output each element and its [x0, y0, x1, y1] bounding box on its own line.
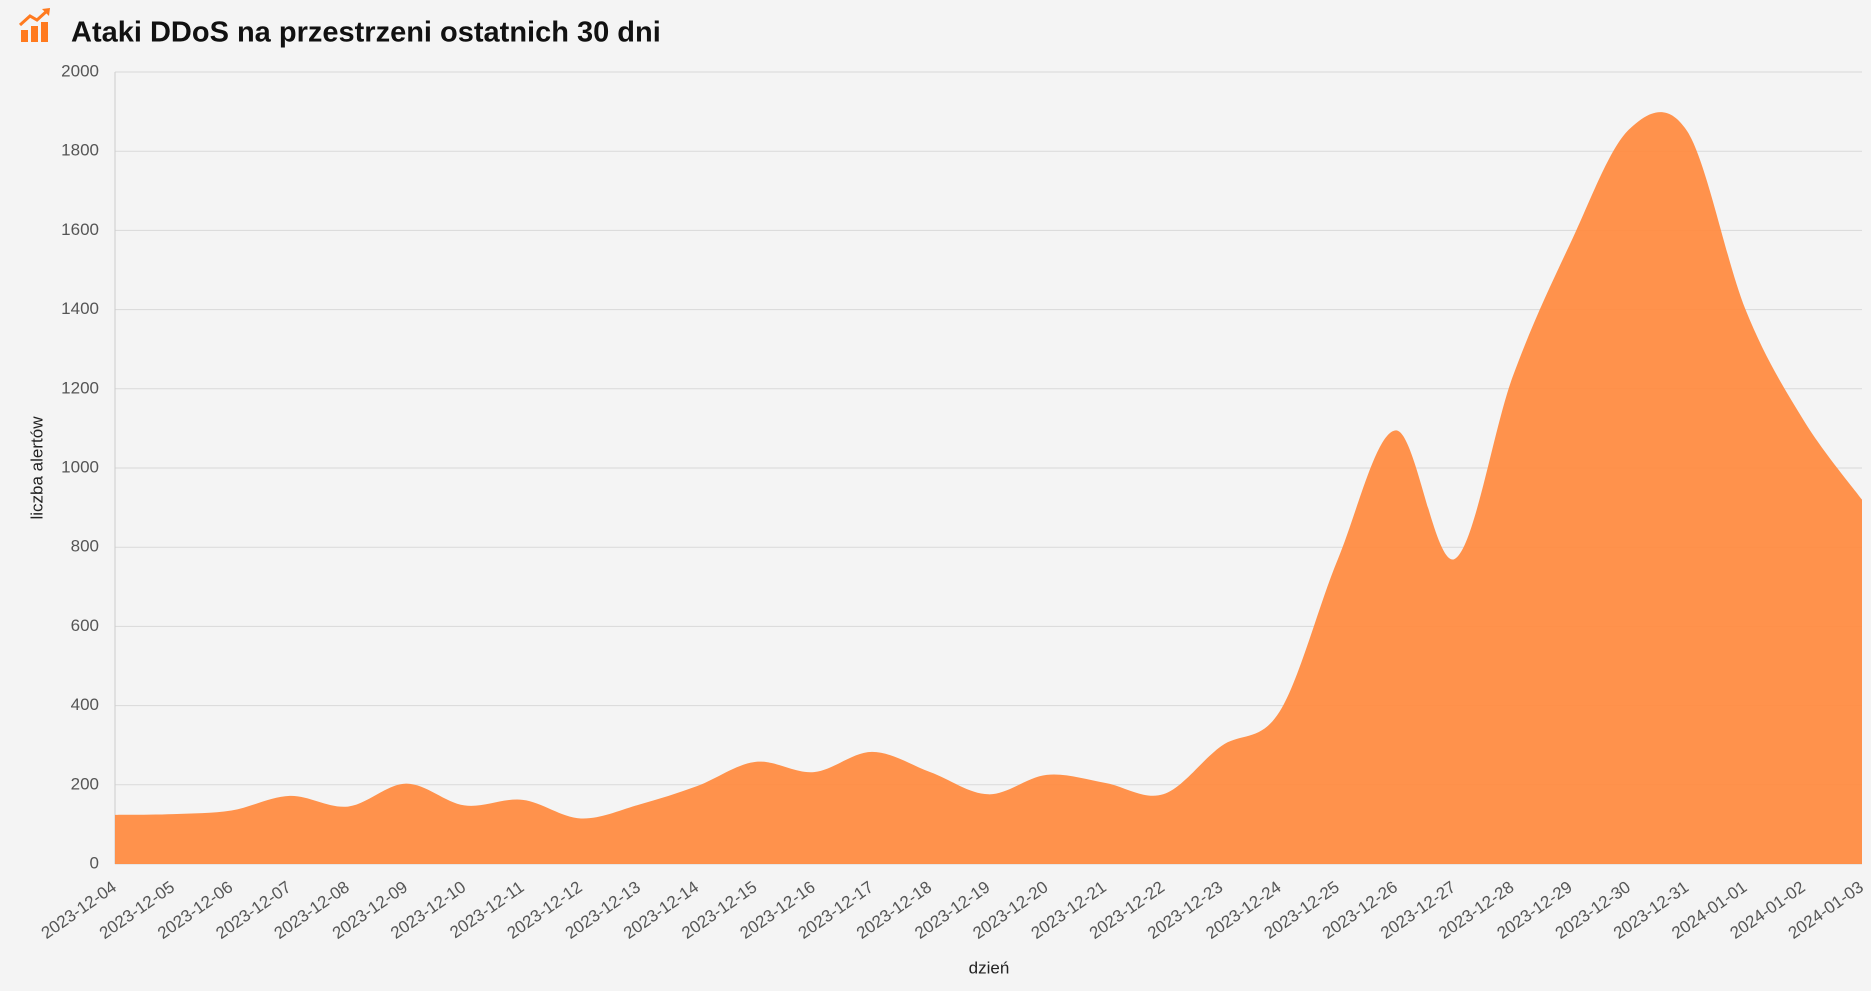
y-tick-label: 200: [71, 774, 99, 793]
y-tick-label: 1400: [61, 299, 99, 318]
y-tick-label: 600: [71, 616, 99, 635]
title-icon: [18, 8, 50, 42]
area: [115, 112, 1862, 864]
y-tick-label: 0: [90, 853, 99, 872]
y-tick-label: 2000: [61, 61, 99, 80]
y-tick-label: 1000: [61, 457, 99, 476]
y-tick-label: 1600: [61, 220, 99, 239]
y-tick-label: 800: [71, 537, 99, 556]
y-tick-label: 1800: [61, 141, 99, 160]
x-axis-title: dzień: [969, 958, 1010, 977]
chart-title: Ataki DDoS na przestrzeni ostatnich 30 d…: [71, 17, 661, 49]
y-tick-label: 1200: [61, 378, 99, 397]
y-tick-label: 400: [71, 695, 99, 714]
y-axis-title: liczba alertów: [27, 416, 46, 520]
